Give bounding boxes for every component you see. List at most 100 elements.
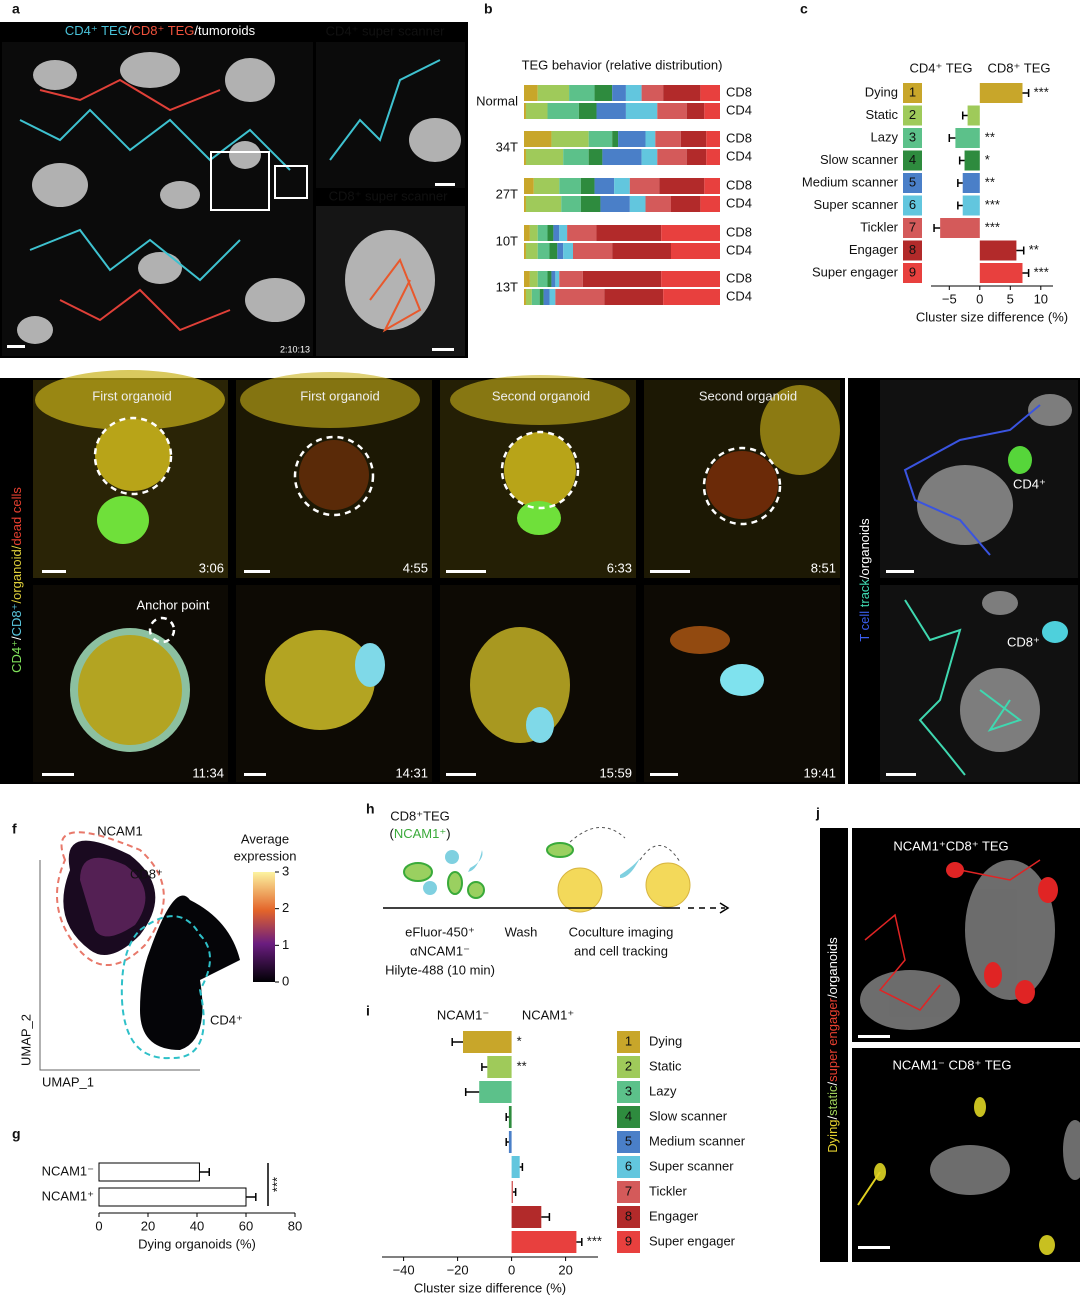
code-box (903, 173, 922, 193)
segment (539, 289, 544, 305)
segment (553, 225, 560, 241)
code-label: 8 (909, 242, 916, 257)
legend-code: 2 (625, 1058, 632, 1073)
scale-bar (858, 1246, 890, 1249)
x-tick-label: 20 (558, 1262, 572, 1277)
cluster-label: CD8⁺ (130, 866, 163, 881)
panel-letter: f (12, 821, 17, 837)
code-box (903, 150, 922, 171)
legend-code: 1 (625, 1033, 632, 1048)
segment (686, 149, 707, 165)
label-part: ( (389, 826, 394, 841)
segment (559, 225, 568, 241)
side-label: T cell track/organoids (857, 518, 872, 642)
segment (567, 225, 597, 241)
track (857, 1171, 881, 1206)
significance: ** (985, 174, 995, 189)
segment (524, 178, 534, 194)
segment (559, 178, 581, 194)
axis-label: UMAP_2 (18, 1014, 33, 1066)
label-part: CD4⁺ (9, 640, 24, 673)
bar (508, 1131, 512, 1153)
significance: *** (985, 219, 1000, 234)
segment (700, 85, 720, 101)
row-label: CD4 (726, 288, 752, 303)
group-label: 13T (496, 279, 518, 294)
panel-letter: g (12, 1126, 21, 1142)
segment (588, 149, 603, 165)
bar (979, 83, 1023, 103)
bar (511, 1181, 513, 1203)
category-label: Tickler (860, 219, 898, 234)
segment (533, 178, 560, 194)
colorbar-tick-label: 0 (282, 973, 289, 988)
panel-a: CD4⁺ TEG/CD8⁺ TEG/tumoroids CD4⁺ super s… (0, 22, 468, 358)
segment (524, 85, 538, 101)
bar (962, 195, 980, 216)
code-box (903, 128, 922, 148)
row-label: CD8 (726, 84, 752, 99)
legend-label: Super scanner (649, 1158, 734, 1173)
category-label: Slow scanner (820, 152, 899, 167)
segment (645, 196, 671, 212)
segment (706, 131, 720, 147)
cell-label: CD4⁺ (1013, 476, 1046, 491)
code-label: 6 (909, 197, 916, 212)
side-label: CD4⁺/CD8⁺/organoid/dead cells (9, 487, 24, 673)
code-label: 9 (909, 264, 916, 279)
segment (525, 243, 538, 259)
segment (563, 149, 589, 165)
cell-label: CD8⁺TEG (390, 808, 450, 823)
segment (524, 225, 530, 241)
track (864, 859, 1041, 1011)
x-tick-label: 60 (239, 1218, 253, 1233)
segment (706, 149, 720, 165)
segment (582, 271, 662, 287)
label-part: / (9, 636, 24, 640)
micrograph (316, 42, 465, 188)
code-label: 4 (909, 152, 916, 167)
segment (618, 131, 646, 147)
bar (962, 173, 980, 193)
category-label: Super scanner (813, 197, 898, 212)
segment (612, 131, 619, 147)
segment (524, 289, 526, 305)
code-box (903, 83, 922, 103)
segment (549, 289, 556, 305)
segment (580, 196, 601, 212)
organoid (960, 668, 1040, 752)
segment (543, 289, 550, 305)
legend-swatch (617, 1156, 640, 1178)
row-label: CD4 (726, 148, 752, 163)
inset-title: CD8⁺ super scanner (329, 188, 449, 203)
organoid (1028, 394, 1072, 426)
dashed-circle (93, 416, 782, 644)
segment (604, 289, 664, 305)
cluster-outline (56, 831, 165, 966)
scale-bars (42, 570, 690, 776)
segment (561, 196, 581, 212)
label-part: / (825, 1115, 840, 1119)
scale-bar (858, 1035, 890, 1038)
bar (463, 1031, 512, 1053)
legend-code: 3 (625, 1083, 632, 1098)
label-part: /organoids (857, 518, 872, 579)
code-label: 1 (909, 84, 916, 99)
legend-swatch (617, 1181, 640, 1203)
legend-code: 7 (625, 1183, 632, 1198)
legend-code: 5 (625, 1133, 632, 1148)
zoom-box (210, 151, 270, 211)
category-label: NCAM1⁻ (42, 1163, 94, 1178)
segment (612, 85, 626, 101)
x-tick-label: −5 (942, 291, 957, 306)
cluster (80, 857, 146, 937)
segment (524, 103, 526, 119)
legend-code: 9 (625, 1233, 632, 1248)
legend-label: Dying (649, 1033, 682, 1048)
bar (511, 1231, 577, 1253)
plot-title: NCAM1 (97, 823, 143, 838)
zoom-box (274, 165, 308, 199)
label-part: Dying (825, 1119, 840, 1152)
label-part: super engager (825, 997, 840, 1082)
legend-code: 6 (625, 1158, 632, 1173)
